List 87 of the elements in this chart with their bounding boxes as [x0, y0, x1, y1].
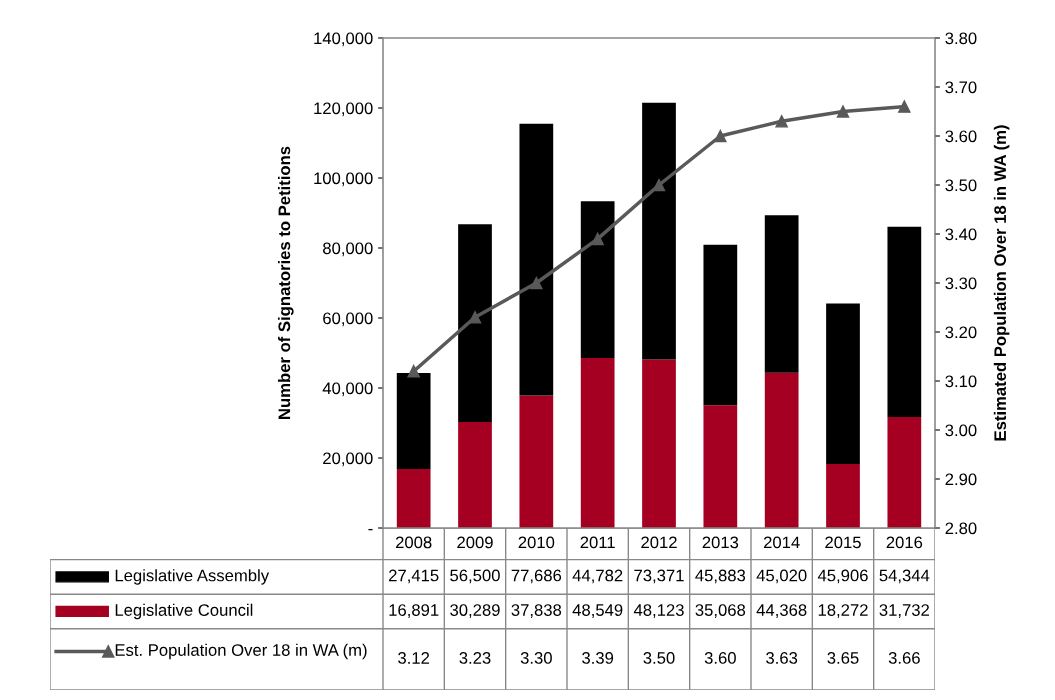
y-axis-title: Number of Signatories to Petitions: [277, 146, 294, 419]
y-tick-label: 60,000: [323, 312, 373, 327]
y2-tick-label: 3.80: [945, 32, 977, 45]
y-tick-label: -: [368, 528, 373, 531]
point: [407, 364, 420, 378]
point: [898, 100, 911, 113]
data-label: 3.63: [766, 652, 798, 664]
data-label: 48,123: [633, 604, 684, 618]
bar: [519, 395, 554, 528]
y2-tick-label: 2.80: [945, 522, 977, 535]
x-tick-label: 2010: [518, 536, 555, 549]
data-label: 77,686: [511, 569, 562, 584]
bar: [458, 421, 492, 528]
data-label: 3.30: [520, 652, 552, 664]
data-label: 3.50: [643, 652, 675, 664]
bar: [396, 468, 431, 528]
bar: [580, 201, 615, 359]
data-label: 35,068: [695, 604, 746, 618]
bar: [764, 215, 799, 373]
data-label: 45,906: [817, 569, 868, 584]
bar: [519, 123, 554, 396]
x-tick-label: 2014: [763, 536, 800, 549]
data-label: 45,020: [756, 569, 807, 584]
data-label: 18,272: [818, 604, 868, 618]
bar: [826, 464, 860, 528]
point: [836, 105, 850, 118]
y-tick-label: 20,000: [323, 452, 373, 467]
point: [530, 276, 543, 290]
data-label: 16,891: [389, 604, 439, 618]
data-label: 31,732: [879, 604, 929, 618]
point: [775, 115, 788, 128]
bar: [887, 416, 922, 528]
point: [468, 311, 482, 324]
point: [652, 178, 666, 192]
data-label: 3.23: [459, 652, 491, 664]
x-tick-label: 2012: [641, 536, 677, 549]
data-label: 44,782: [572, 569, 623, 584]
data-label: 54,344: [879, 569, 930, 584]
bar: [458, 224, 492, 422]
y2-tick-label: 3.50: [945, 179, 977, 192]
data-label: 3.39: [582, 652, 614, 664]
data-label: 3.12: [398, 652, 430, 664]
y-tick-label: 120,000: [314, 102, 373, 117]
y2-tick-label: 3.20: [945, 326, 977, 339]
data-label: 73,371: [634, 569, 684, 584]
x-tick-label: 2009: [457, 536, 493, 549]
y2-tick-label: 3.40: [945, 228, 977, 241]
y2-axis-title: Estimated Population Over 18 in WA (m): [993, 125, 1010, 441]
data-label: 56,500: [450, 569, 500, 584]
bar: [764, 372, 799, 528]
data-label: 48,549: [572, 604, 623, 618]
bar: [703, 405, 738, 528]
data-label: 44,368: [756, 604, 807, 618]
y-tick-label: 100,000: [314, 172, 373, 187]
data-label: 3.65: [827, 652, 859, 664]
x-tick-label: 2016: [886, 536, 923, 549]
y2-tick-label: 2.90: [945, 473, 977, 486]
y-tick-label: 40,000: [322, 382, 373, 397]
data-label: 3.66: [888, 652, 920, 664]
y2-tick-label: 3.70: [945, 81, 977, 94]
bar: [396, 372, 431, 469]
data-label: 37,838: [511, 604, 562, 618]
bar: [887, 226, 922, 417]
data-label: 30,289: [450, 604, 500, 618]
y2-tick-label: 3.60: [945, 130, 977, 143]
bar: [642, 359, 676, 528]
bar: [826, 303, 860, 465]
data-label: 3.60: [704, 652, 736, 664]
legend-label: Legislative Council: [115, 603, 253, 620]
y-tick-label: 140,000: [314, 32, 373, 47]
x-tick-label: 2011: [580, 536, 615, 549]
bar: [642, 102, 676, 360]
data-label: 27,415: [389, 569, 439, 584]
y2-tick-label: 3.10: [945, 375, 977, 388]
data-label: 45,883: [695, 569, 746, 584]
x-tick-label: 2013: [702, 536, 739, 549]
y-tick-label: 80,000: [323, 242, 373, 257]
legend-label: Legislative Assembly: [115, 569, 270, 585]
bar: [580, 358, 615, 528]
legend-label: Est. Population Over 18 in WA (m): [115, 643, 367, 660]
point: [591, 232, 604, 246]
x-tick-label: 2015: [825, 536, 861, 549]
point: [714, 129, 727, 143]
bar: [703, 244, 738, 406]
y2-tick-label: 3.00: [945, 424, 977, 437]
y2-tick-label: 3.30: [945, 277, 977, 290]
x-tick-label: 2008: [395, 536, 432, 549]
